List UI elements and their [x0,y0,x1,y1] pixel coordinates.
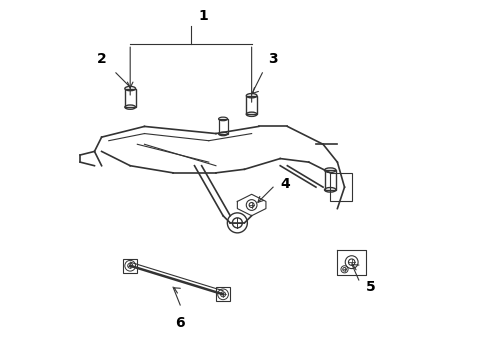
Bar [324,170,335,190]
Bar [123,258,137,273]
Bar [329,173,351,202]
Bar [216,287,230,301]
Text: 3: 3 [268,52,277,66]
Text: 5: 5 [365,280,375,294]
Text: 1: 1 [198,9,207,23]
Text: 2: 2 [97,52,106,66]
Text: 4: 4 [280,176,289,190]
Bar [246,96,257,114]
Bar [218,119,227,134]
Bar [124,89,135,107]
Text: 6: 6 [175,316,184,330]
